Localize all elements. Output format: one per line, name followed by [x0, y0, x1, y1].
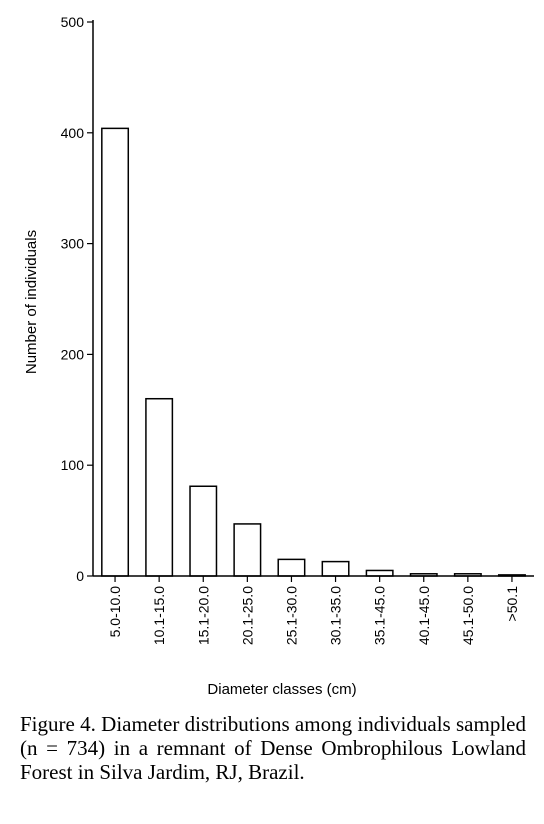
bar-chart: 0 100 200 300 400 500 5.0-10.0 10.1-15.0 15.1-2… [23, 14, 534, 698]
y-tick-label: 500 [61, 14, 85, 30]
x-tick-label: 30.1-35.0 [328, 586, 344, 645]
x-tick-label: 40.1-45.0 [416, 586, 432, 645]
bar-3 [233, 523, 262, 577]
x-tick-label: 35.1-45.0 [372, 586, 388, 645]
x-tick-label: 20.1-25.0 [239, 586, 255, 645]
bar-0 [101, 127, 130, 577]
y-tick-label: 100 [61, 457, 85, 473]
x-tick-label: >50.1 [504, 586, 520, 622]
bar-6 [365, 569, 394, 577]
y-tick-label: 0 [76, 568, 84, 584]
y-tick-label: 300 [61, 236, 85, 252]
x-axis-ticks: 5.0-10.0 10.1-15.0 15.1-20.0 20.1-25.0 25.1-… [107, 576, 520, 645]
x-axis-title: Diameter classes (cm) [207, 681, 356, 698]
bar-4 [277, 558, 306, 577]
bar-5 [321, 560, 350, 577]
figure-caption: Figure 4. Diameter distributions among i… [20, 712, 526, 784]
bars-group [101, 127, 526, 577]
x-tick-label: 45.1-50.0 [460, 586, 476, 645]
y-tick-label: 200 [61, 346, 85, 362]
bar-2 [189, 485, 218, 577]
x-tick-label: 10.1-15.0 [151, 586, 167, 645]
y-axis-title: Number of individuals [23, 230, 40, 374]
bar-1 [145, 397, 174, 577]
x-tick-label: 5.0-10.0 [107, 586, 123, 638]
x-tick-label: 15.1-20.0 [195, 586, 211, 645]
x-tick-label: 25.1-30.0 [283, 586, 299, 645]
y-tick-label: 400 [61, 125, 85, 141]
y-axis-ticks: 0 100 200 300 400 500 [61, 14, 93, 584]
